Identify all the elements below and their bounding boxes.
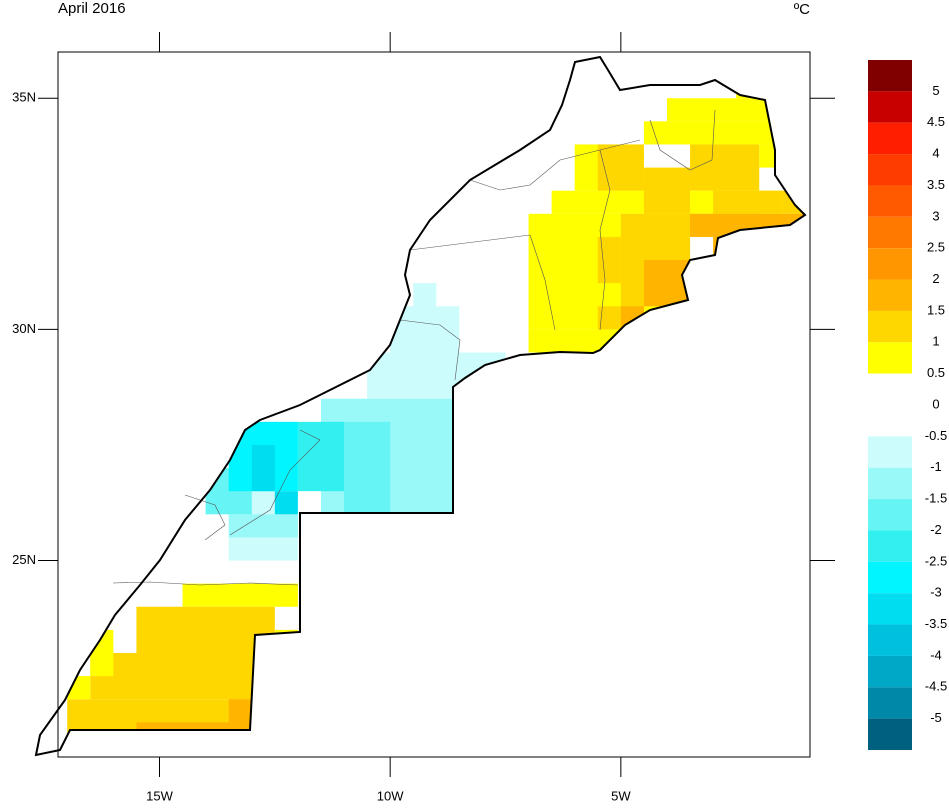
grid-cell xyxy=(297,421,345,492)
colorbar-box xyxy=(868,436,912,468)
grid-cell xyxy=(713,236,760,261)
grid-cell xyxy=(251,444,275,492)
grid-cell xyxy=(136,606,275,653)
y-tick-label: 25N xyxy=(12,552,36,567)
colorbar-box xyxy=(868,593,912,625)
unit-label: ºC xyxy=(794,1,810,18)
colorbar-label: 0 xyxy=(932,396,939,411)
colorbar-label: 1 xyxy=(932,334,939,349)
colorbar-label: -4 xyxy=(930,647,942,662)
colorbar-label: 2.5 xyxy=(927,240,945,255)
internal-borders xyxy=(112,109,716,586)
grid-cell xyxy=(666,98,783,122)
colorbar-label: -2 xyxy=(930,522,942,537)
grid-cell xyxy=(713,190,783,214)
grid-cell xyxy=(643,167,691,214)
colorbar-box xyxy=(868,467,912,500)
x-tick-label: 5W xyxy=(611,788,631,803)
colorbar-label: -4.5 xyxy=(925,679,947,694)
colorbar-label: 0.5 xyxy=(927,365,945,380)
colorbar-box xyxy=(868,561,912,594)
colorbar-label: 4.5 xyxy=(927,114,945,129)
map-title: April 2016 xyxy=(58,0,126,17)
grid-cell xyxy=(367,352,506,399)
anomaly-cells xyxy=(67,75,805,746)
grid-cell xyxy=(597,236,621,284)
grid-cell xyxy=(228,699,252,723)
colorbar-label: -5 xyxy=(930,710,942,725)
grid-cell xyxy=(643,121,783,145)
grid-cell xyxy=(90,652,275,700)
colorbar-label: -0.5 xyxy=(925,428,947,443)
grid-cell xyxy=(228,514,298,538)
grid-cell xyxy=(390,306,460,353)
map-frame xyxy=(57,51,811,758)
colorbar-label: 5 xyxy=(932,83,939,98)
y-tick-label: 30N xyxy=(12,321,36,336)
grid-cell xyxy=(228,537,298,561)
colorbar-box xyxy=(868,216,912,249)
colorbar-box xyxy=(868,248,912,280)
grid-cell xyxy=(274,491,298,515)
colorbar-box xyxy=(868,655,912,688)
grid-cell xyxy=(759,144,783,168)
colorbar-label: 3.5 xyxy=(927,177,945,192)
y-tick-label: 35N xyxy=(12,90,36,105)
grid-cell xyxy=(528,329,621,353)
colorbar-box xyxy=(868,279,912,311)
grid-cell xyxy=(413,283,437,307)
colorbar-label: -1 xyxy=(930,459,942,474)
colorbar-box xyxy=(868,60,912,92)
x-tick-label: 15W xyxy=(146,788,173,803)
x-tick-label: 10W xyxy=(377,788,404,803)
axes: 15W 10W 5W 25N 30N 35N xyxy=(12,32,835,803)
colorbar-box xyxy=(868,718,912,750)
colorbar-label: -3.5 xyxy=(925,616,947,631)
colorbar-label: -1.5 xyxy=(925,491,947,506)
colorbar-label: 1.5 xyxy=(927,302,945,317)
grid-cell xyxy=(597,144,644,191)
colorbar-box xyxy=(868,624,912,656)
colorbar-box xyxy=(868,342,912,374)
country-outline xyxy=(34,55,807,757)
grid-cell xyxy=(690,144,760,191)
colorbar-box xyxy=(868,373,912,405)
grid-cell xyxy=(182,583,298,607)
colorbar-label: 2 xyxy=(932,271,939,286)
grid-cell xyxy=(344,421,391,515)
colorbar-label: -2.5 xyxy=(925,553,947,568)
colorbar-box xyxy=(868,687,912,719)
grid-cell xyxy=(643,260,691,307)
colorbar-box xyxy=(868,154,912,186)
colorbar-label: 4 xyxy=(932,146,939,161)
colorbar-box xyxy=(868,122,912,155)
colorbar: 5 4.5 4 3.5 3 2.5 2 1.5 1 0.5 0 -0.5 -1 -1.5 -2 -2.5 -3 -… xyxy=(868,60,947,750)
colorbar-box xyxy=(868,499,912,531)
colorbar-box xyxy=(868,185,912,217)
colorbar-box xyxy=(868,405,912,437)
colorbar-box xyxy=(868,91,912,123)
colorbar-box xyxy=(868,310,912,343)
colorbar-label: 3 xyxy=(932,208,939,223)
colorbar-label: -3 xyxy=(930,585,942,600)
colorbar-box xyxy=(868,530,912,562)
grid-cell xyxy=(136,722,252,746)
